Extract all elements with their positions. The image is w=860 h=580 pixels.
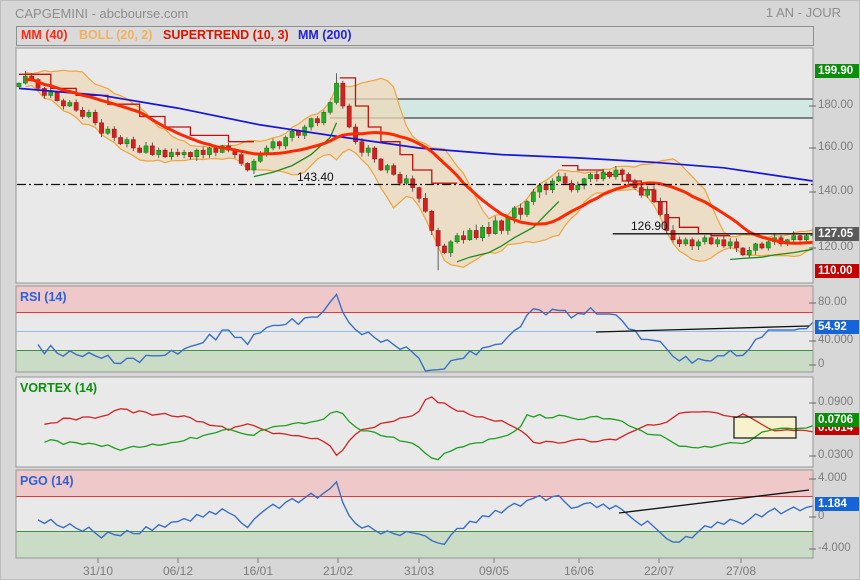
legend-item-mm200[interactable]: MM (200) <box>298 28 352 42</box>
pgo-axis-label: 4.000 <box>818 472 847 484</box>
legend-item-supertrend[interactable]: SUPERTREND (10, 3) <box>163 28 289 42</box>
timeframe-label[interactable]: 1 AN - JOUR <box>765 5 841 20</box>
legend-item-boll[interactable]: BOLL (20, 2) <box>79 28 153 42</box>
price-axis-label: 180.00 <box>818 99 854 111</box>
pgo-panel-label: PGO (14) <box>20 474 74 488</box>
date-tick-label: 16/06 <box>563 564 595 578</box>
rsi-axis-label: 0 <box>818 358 825 370</box>
vortex-axis-label: 0.0900 <box>818 396 854 408</box>
instrument-title: CAPGEMINI - abcbourse.com <box>15 6 189 21</box>
rsi-current-value-badge: 54.92 <box>815 319 859 334</box>
date-tick-label: 27/08 <box>725 564 757 578</box>
date-tick-label: 31/10 <box>82 564 114 578</box>
pgo-axis-label: 0 <box>818 510 825 522</box>
legend-item-mm40[interactable]: MM (40) <box>21 28 68 42</box>
date-tick-label: 31/03 <box>403 564 435 578</box>
date-tick-label: 06/12 <box>162 564 194 578</box>
vortex-axis-label: 0.0300 <box>818 449 854 461</box>
vortex-current-value-badge: 0.0706 <box>815 413 859 428</box>
date-tick-label: 22/07 <box>643 564 675 578</box>
vortex-panel-label: VORTEX (14) <box>20 381 98 395</box>
date-tick-label: 09/05 <box>478 564 510 578</box>
legend-box <box>16 26 814 46</box>
rsi-axis-label: 40.000 <box>818 334 854 346</box>
annotation-label-126-90[interactable]: 126.90 <box>631 218 668 233</box>
pgo-axis-label: -4.000 <box>818 542 851 554</box>
rsi-panel-label: RSI (14) <box>20 290 67 304</box>
date-tick-label: 21/02 <box>322 564 354 578</box>
rsi-axis-label: 80.00 <box>818 296 847 308</box>
price-current-value-badge: 127.05 <box>815 226 859 241</box>
price-axis-label: 160.00 <box>818 141 854 153</box>
price-axis-label: 120.00 <box>818 241 854 253</box>
annotation-label-143-40[interactable]: 143.40 <box>297 169 334 184</box>
price-current-value-badge: 110.00 <box>815 264 859 278</box>
price-axis-label: 140.00 <box>818 185 854 197</box>
pgo-current-value-badge: 1.184 <box>815 496 859 511</box>
date-tick-label: 16/01 <box>242 564 274 578</box>
price-current-value-badge: 199.90 <box>815 64 859 78</box>
